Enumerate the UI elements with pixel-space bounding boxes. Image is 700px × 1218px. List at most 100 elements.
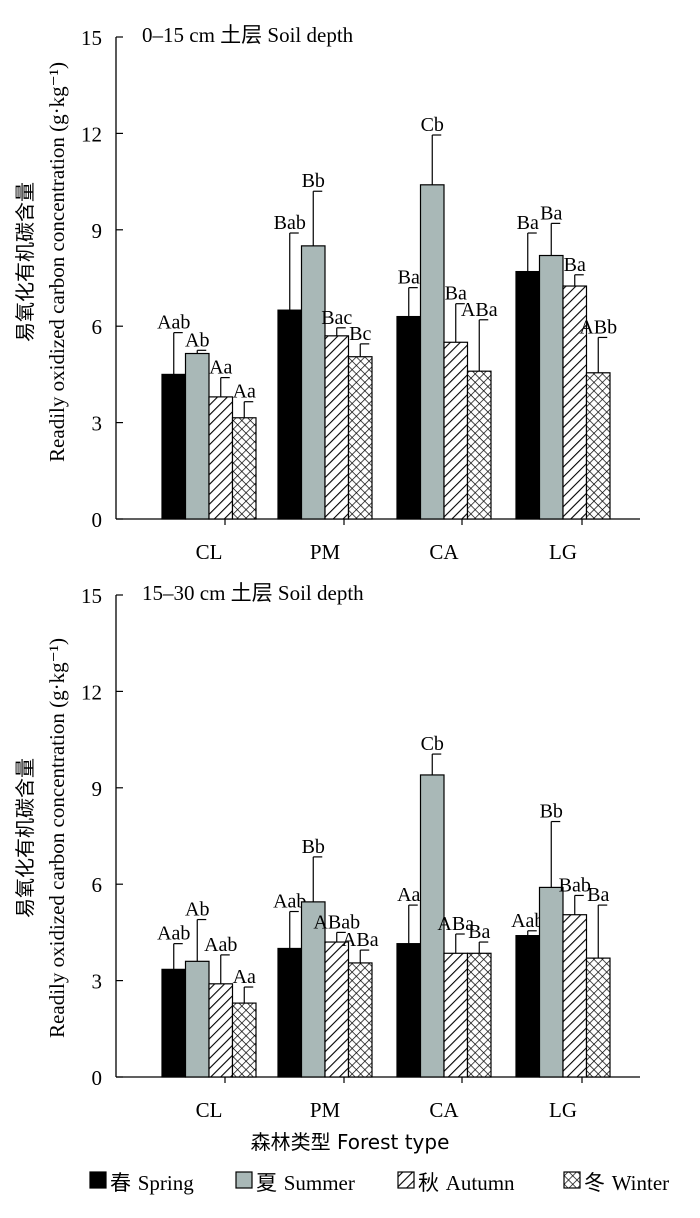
bar-winter-CA	[466, 952, 492, 1078]
y-tick-label: 3	[92, 412, 103, 436]
y-tick-label: 6	[92, 873, 103, 897]
legend-swatch-winter	[563, 1171, 581, 1189]
bar-autumn-PM	[324, 941, 350, 1078]
x-tick-label: CL	[196, 540, 223, 564]
significance-label: Ba	[398, 267, 420, 289]
bar-summer-CL	[184, 352, 210, 520]
y-tick-label: 0	[92, 508, 103, 532]
bar-summer-LG	[538, 254, 564, 520]
panel-1-ylabel-unit: (g·kg⁻¹)	[45, 62, 69, 132]
significance-label: Ab	[185, 899, 209, 921]
bar-autumn-PM	[324, 335, 350, 520]
x-tick-label: CA	[429, 1098, 459, 1122]
significance-label: Aa	[233, 966, 256, 988]
significance-label: Aab	[157, 312, 190, 334]
bar-spring-CA	[396, 315, 422, 520]
x-tick-label: PM	[310, 1098, 341, 1122]
chart-panel-2: 15–30 cm 土层 Soil depth 易氧化有机碳含量 Readily …	[13, 581, 640, 1154]
significance-label: Bb	[302, 836, 325, 858]
y-tick-label: 3	[92, 970, 103, 994]
significance-label: Aa	[233, 381, 256, 403]
significance-label: Bb	[302, 170, 325, 192]
panel-2-ylabel-zh: 易氧化有机碳含量	[13, 758, 37, 918]
significance-label: Cb	[421, 114, 444, 136]
panel-1-plot: 03691215CLAabAbAaAaPMBabBbBacBcCABaCbBaA…	[81, 26, 640, 564]
significance-label: ABb	[579, 316, 617, 338]
significance-label: Bac	[321, 307, 352, 329]
significance-label: Ab	[185, 329, 209, 351]
legend-swatch-autumn	[397, 1171, 415, 1189]
bar-spring-CL	[161, 373, 187, 520]
significance-label: ABa	[342, 929, 379, 951]
legend-swatch-spring	[89, 1171, 107, 1189]
x-tick-label: LG	[549, 1098, 577, 1122]
significance-label: Aab	[157, 923, 190, 945]
significance-label: Ba	[468, 921, 490, 943]
bar-autumn-CA	[443, 341, 469, 520]
x-tick-label: PM	[310, 540, 341, 564]
x-axis-title: 森林类型 Forest type	[251, 1130, 450, 1154]
bar-winter-PM	[347, 356, 373, 520]
bar-autumn-CL	[208, 396, 234, 520]
bar-summer-CA	[419, 184, 445, 520]
y-tick-label: 15	[81, 584, 102, 608]
bar-winter-LG	[585, 372, 611, 520]
significance-label: Aab	[511, 910, 544, 932]
significance-label: Bb	[540, 801, 563, 823]
panel-2-title: 15–30 cm 土层 Soil depth	[142, 581, 364, 605]
y-tick-label: 12	[81, 680, 102, 704]
legend: 春 Spring 夏 Summer 秋 Autumn 冬 Winter	[89, 1171, 669, 1195]
bar-winter-CL	[231, 1002, 257, 1078]
y-tick-label: 6	[92, 315, 103, 339]
bar-spring-LG	[515, 270, 541, 520]
panel-1-ylabel-text: Readily oxidized carbon concentration	[45, 137, 69, 462]
significance-label: Ba	[587, 884, 609, 906]
panel-2-ylabel-unit: (g·kg⁻¹)	[45, 638, 69, 708]
panel-1-title: 0–15 cm 土层 Soil depth	[142, 23, 354, 47]
chart-panel-1: 0–15 cm 土层 Soil depth 易氧化有机碳含量 Readily o…	[13, 23, 640, 564]
panel-1-ylabel-zh: 易氧化有机碳含量	[13, 182, 37, 342]
significance-label: Aa	[209, 357, 232, 379]
significance-label: ABa	[461, 299, 498, 321]
significance-label: ABa	[437, 913, 474, 935]
bar-autumn-CA	[443, 952, 469, 1078]
bar-spring-CL	[161, 968, 187, 1078]
bar-spring-PM	[277, 309, 303, 520]
bar-winter-CA	[466, 370, 492, 520]
bar-autumn-LG	[562, 914, 588, 1078]
panel-1-ylabel: Readily oxidized carbon concentration (g…	[45, 62, 69, 462]
y-tick-label: 9	[92, 777, 103, 801]
significance-label: Cb	[421, 733, 444, 755]
bar-winter-PM	[347, 962, 373, 1078]
y-tick-label: 12	[81, 122, 102, 146]
bar-winter-LG	[585, 957, 611, 1078]
significance-label: Bab	[274, 212, 306, 234]
panel-2-ylabel: Readily oxidized carbon concentration (g…	[45, 638, 69, 1038]
bar-summer-PM	[300, 245, 326, 520]
significance-label: Bc	[349, 323, 371, 345]
legend-label-spring: 春 Spring	[110, 1171, 194, 1195]
significance-label: Ba	[564, 254, 586, 276]
significance-label: Ba	[445, 283, 467, 305]
bar-summer-CL	[184, 960, 210, 1078]
significance-label: ABab	[313, 911, 360, 933]
x-tick-label: CL	[196, 1098, 223, 1122]
bar-autumn-CL	[208, 983, 234, 1078]
bar-spring-LG	[515, 935, 541, 1078]
significance-label: Bab	[559, 874, 591, 896]
y-tick-label: 15	[81, 26, 102, 50]
significance-label: Aab	[273, 891, 306, 913]
legend-label-winter: 冬 Winter	[584, 1171, 669, 1195]
legend-label-autumn: 秋 Autumn	[418, 1171, 515, 1195]
significance-label: Ba	[540, 202, 562, 224]
legend-swatch-summer	[235, 1171, 253, 1189]
y-tick-label: 0	[92, 1066, 103, 1090]
legend-label-summer: 夏 Summer	[256, 1171, 355, 1195]
bar-spring-CA	[396, 943, 422, 1078]
bar-summer-LG	[538, 886, 564, 1078]
x-tick-label: LG	[549, 540, 577, 564]
panel-2-plot: 03691215CLAabAbAabAaPMAabBbABabABaCAAaCb…	[81, 584, 640, 1122]
bar-winter-CL	[231, 417, 257, 520]
significance-label: Aa	[397, 884, 420, 906]
